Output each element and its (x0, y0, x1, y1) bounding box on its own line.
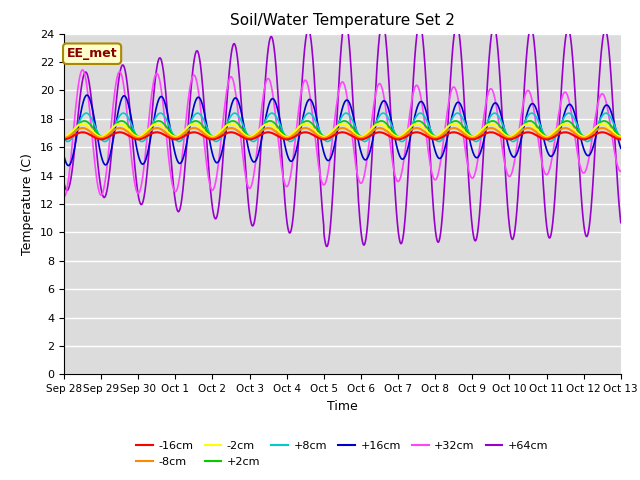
Title: Soil/Water Temperature Set 2: Soil/Water Temperature Set 2 (230, 13, 455, 28)
Text: EE_met: EE_met (67, 47, 117, 60)
X-axis label: Time: Time (327, 400, 358, 413)
Y-axis label: Temperature (C): Temperature (C) (22, 153, 35, 255)
Legend: -16cm, -8cm, -2cm, +2cm, +8cm, +16cm, +32cm, +64cm: -16cm, -8cm, -2cm, +2cm, +8cm, +16cm, +3… (132, 437, 553, 471)
